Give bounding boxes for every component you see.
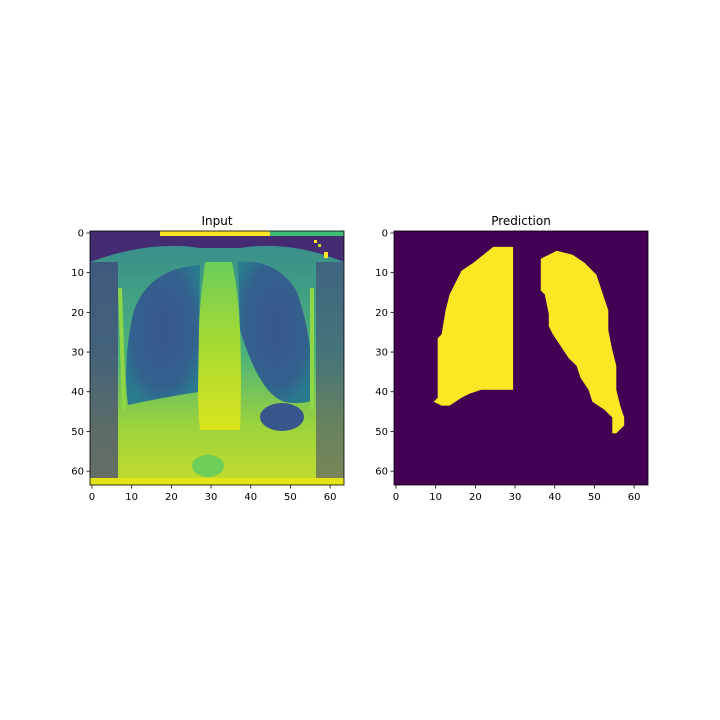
prediction-y-tick-label: 50 xyxy=(375,427,388,438)
prediction-x-tick-label: 30 xyxy=(509,492,522,503)
prediction-x-tick-label: 50 xyxy=(588,492,601,503)
prediction-x-tick-label: 0 xyxy=(393,492,399,503)
prediction-panel: Prediction 0 10 20 30 40 50 60 0 10 20 30 40 50 60 xyxy=(375,214,649,503)
input-x-tick-label: 10 xyxy=(125,492,138,503)
left-lung-mask xyxy=(540,250,625,434)
prediction-y-tick-label: 30 xyxy=(375,348,388,359)
prediction-x-tick-label: 10 xyxy=(429,492,442,503)
input-panel: Input 0 10 20 30 40 50 60 0 10 20 30 40 50 60 xyxy=(71,214,345,503)
prediction-x-tick-label: 60 xyxy=(628,492,641,503)
prediction-axes-frame xyxy=(393,230,649,486)
input-x-tick-label: 60 xyxy=(324,492,337,503)
prediction-y-tick-label: 40 xyxy=(375,387,388,398)
input-x-tick-label: 40 xyxy=(244,492,257,503)
input-y-tick-label: 0 xyxy=(78,228,84,239)
prediction-mask xyxy=(433,246,625,434)
input-axes-frame xyxy=(89,230,345,486)
prediction-y-axis: 0 10 20 30 40 50 60 xyxy=(375,228,394,478)
input-y-tick-label: 40 xyxy=(71,387,84,398)
input-title: Input xyxy=(201,214,232,228)
prediction-x-axis: 0 10 20 30 40 50 60 xyxy=(393,485,641,503)
input-x-tick-label: 30 xyxy=(205,492,218,503)
input-y-tick-label: 60 xyxy=(71,467,84,478)
input-y-tick-label: 10 xyxy=(71,268,84,279)
prediction-y-tick-label: 60 xyxy=(375,467,388,478)
prediction-y-tick-label: 20 xyxy=(375,308,388,319)
prediction-y-tick-label: 10 xyxy=(375,268,388,279)
input-y-tick-label: 30 xyxy=(71,348,84,359)
input-y-axis: 0 10 20 30 40 50 60 xyxy=(71,228,90,478)
prediction-x-tick-label: 40 xyxy=(548,492,561,503)
input-y-tick-label: 20 xyxy=(71,308,84,319)
input-x-tick-label: 0 xyxy=(89,492,95,503)
prediction-title: Prediction xyxy=(491,214,551,228)
prediction-y-tick-label: 0 xyxy=(382,228,388,239)
prediction-x-tick-label: 20 xyxy=(469,492,482,503)
input-y-tick-label: 50 xyxy=(71,427,84,438)
input-x-tick-label: 50 xyxy=(284,492,297,503)
input-x-tick-label: 20 xyxy=(165,492,178,503)
right-lung-mask xyxy=(433,246,514,406)
input-x-axis: 0 10 20 30 40 50 60 xyxy=(89,485,337,503)
input-xray-image xyxy=(90,231,344,485)
